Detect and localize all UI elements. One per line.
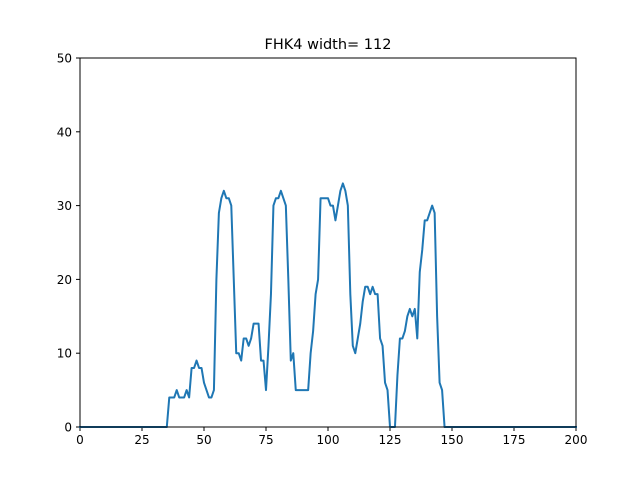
x-tick-label: 175 bbox=[503, 433, 526, 447]
x-tick-label: 150 bbox=[441, 433, 464, 447]
x-tick-label: 200 bbox=[565, 433, 588, 447]
x-tick-label: 0 bbox=[76, 433, 84, 447]
y-tick-label: 40 bbox=[57, 125, 72, 139]
chart-title: FHK4 width= 112 bbox=[265, 37, 392, 53]
y-tick-label: 10 bbox=[57, 347, 72, 361]
x-tick-label: 25 bbox=[134, 433, 149, 447]
plot-area-frame bbox=[79, 57, 577, 428]
y-axis-ticks: 0 10 20 30 40 50 bbox=[57, 52, 80, 435]
y-tick-label: 50 bbox=[57, 52, 72, 66]
x-tick-label: 75 bbox=[258, 433, 273, 447]
x-tick-label: 100 bbox=[317, 433, 340, 447]
x-tick-label: 50 bbox=[196, 433, 211, 447]
series-line bbox=[79, 182, 577, 428]
x-axis-ticks: 0 25 50 75 100 125 150 175 200 bbox=[76, 427, 587, 447]
y-tick-label: 0 bbox=[64, 421, 72, 435]
x-tick-label: 125 bbox=[379, 433, 402, 447]
y-tick-label: 20 bbox=[57, 273, 72, 287]
y-tick-label: 30 bbox=[57, 199, 72, 213]
